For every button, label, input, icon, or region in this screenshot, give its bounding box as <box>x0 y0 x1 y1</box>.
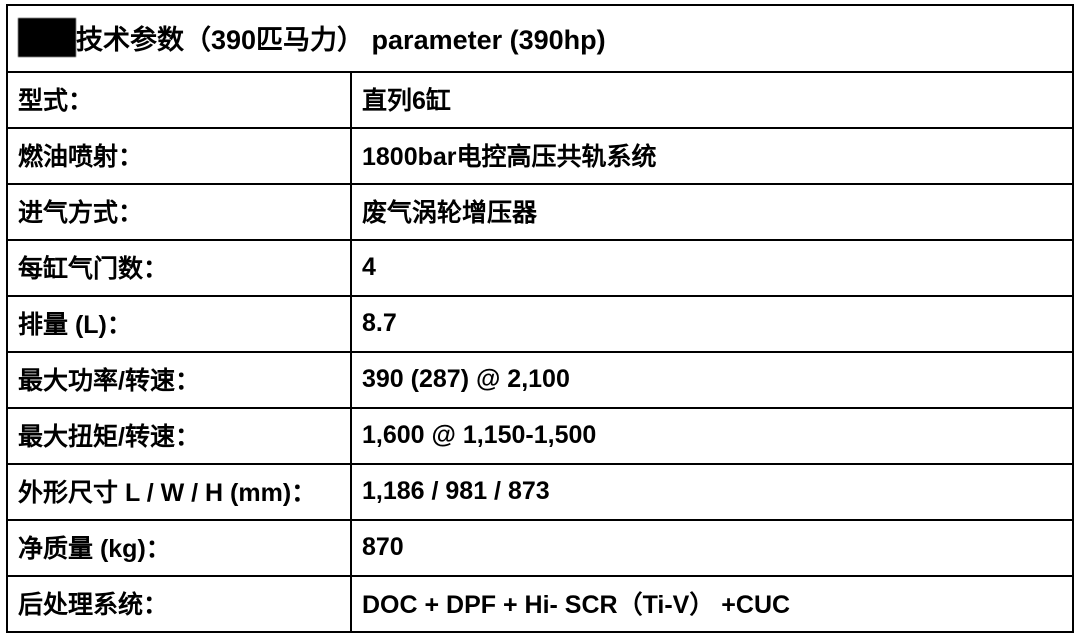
row-value: 1800bar电控高压共轨系统 <box>351 128 1073 184</box>
row-label: 燃油喷射： <box>7 128 351 184</box>
spec-tbody: 型式： 直列6缸 燃油喷射： 1800bar电控高压共轨系统 进气方式： 废气涡… <box>7 72 1073 632</box>
row-value: 废气涡轮增压器 <box>351 184 1073 240</box>
title-masked-prefix: 国六 <box>18 18 76 57</box>
title-row: 国六技术参数（390匹马力） parameter (390hp) <box>7 5 1073 72</box>
table-row: 最大扭矩/转速： 1,600 @ 1,150-1,500 <box>7 408 1073 464</box>
row-label: 最大扭矩/转速： <box>7 408 351 464</box>
title-text: 技术参数（390匹马力） parameter (390hp) <box>76 25 606 55</box>
row-label: 进气方式： <box>7 184 351 240</box>
row-value: 1,600 @ 1,150-1,500 <box>351 408 1073 464</box>
row-label: 最大功率/转速： <box>7 352 351 408</box>
row-value: 4 <box>351 240 1073 296</box>
row-label: 每缸气门数： <box>7 240 351 296</box>
table-title: 国六技术参数（390匹马力） parameter (390hp) <box>7 5 1073 72</box>
table-row: 进气方式： 废气涡轮增压器 <box>7 184 1073 240</box>
page-root: 国六技术参数（390匹马力） parameter (390hp) 型式： 直列6… <box>0 0 1080 639</box>
row-value: 1,186 / 981 / 873 <box>351 464 1073 520</box>
table-row: 型式： 直列6缸 <box>7 72 1073 128</box>
row-label: 型式： <box>7 72 351 128</box>
row-value: 8.7 <box>351 296 1073 352</box>
table-row: 外形尺寸 L / W / H (mm)： 1,186 / 981 / 873 <box>7 464 1073 520</box>
table-row: 后处理系统： DOC + DPF + Hi- SCR（Ti-V） +CUC <box>7 576 1073 632</box>
table-row: 燃油喷射： 1800bar电控高压共轨系统 <box>7 128 1073 184</box>
row-label: 后处理系统： <box>7 576 351 632</box>
row-value: DOC + DPF + Hi- SCR（Ti-V） +CUC <box>351 576 1073 632</box>
row-label: 净质量 (kg)： <box>7 520 351 576</box>
row-value: 390 (287) @ 2,100 <box>351 352 1073 408</box>
row-value: 直列6缸 <box>351 72 1073 128</box>
row-value: 870 <box>351 520 1073 576</box>
table-row: 最大功率/转速： 390 (287) @ 2,100 <box>7 352 1073 408</box>
row-label: 排量 (L)： <box>7 296 351 352</box>
row-label: 外形尺寸 L / W / H (mm)： <box>7 464 351 520</box>
table-row: 每缸气门数： 4 <box>7 240 1073 296</box>
table-row: 排量 (L)： 8.7 <box>7 296 1073 352</box>
table-row: 净质量 (kg)： 870 <box>7 520 1073 576</box>
